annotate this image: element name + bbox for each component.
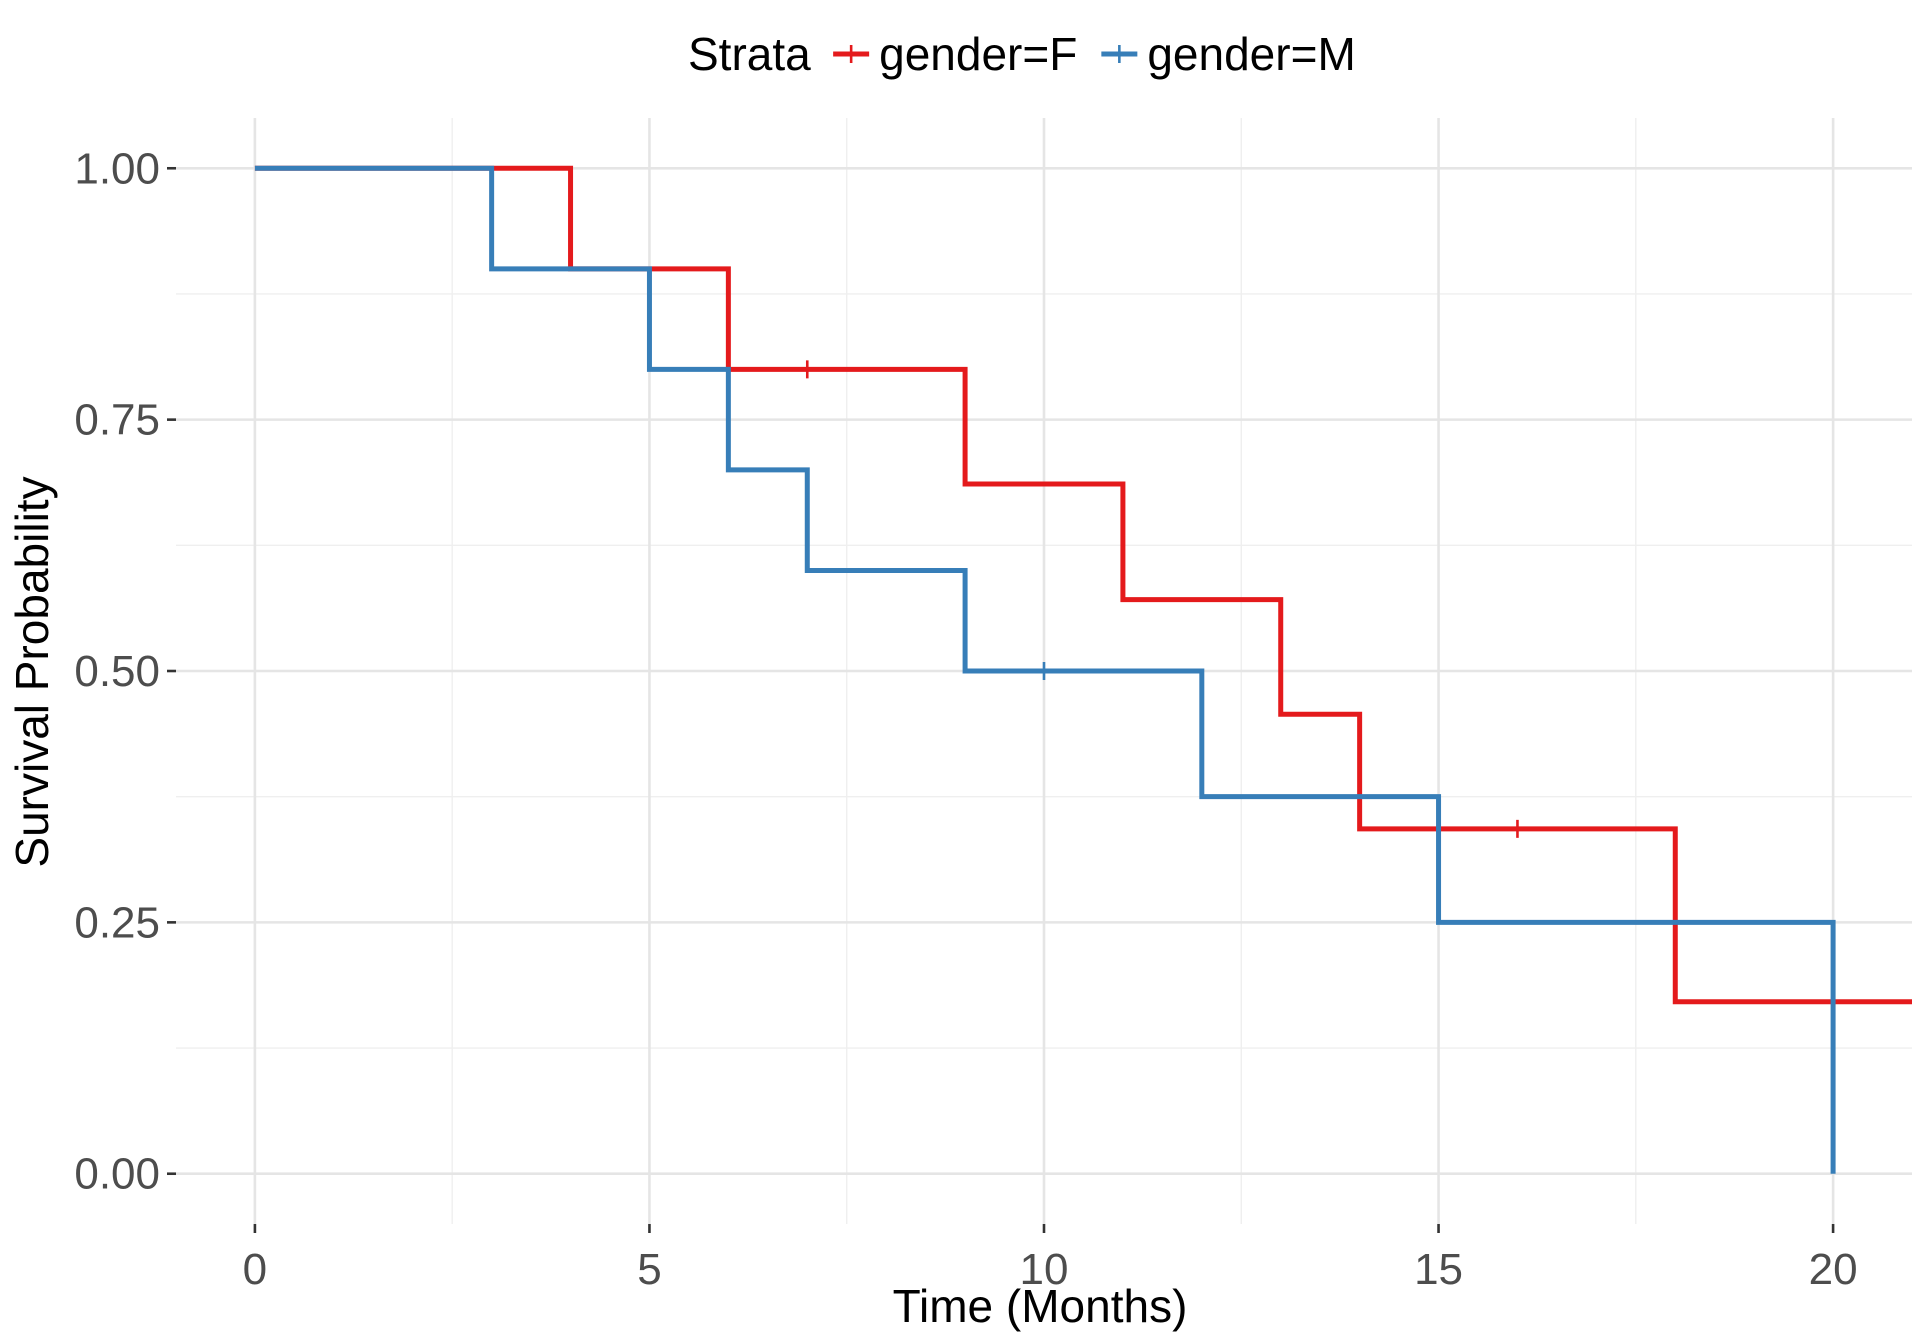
x-axis-title: Time (Months) [893, 1280, 1188, 1332]
major-gridlines [176, 118, 1912, 1224]
censor-marks [798, 360, 1527, 838]
censor-mark-gender=F [798, 360, 817, 379]
x-tick-label: 5 [637, 1245, 661, 1294]
censor-mark-gender=M [1035, 662, 1053, 680]
legend-label: gender=F [879, 28, 1077, 80]
x-axis: 0 5 10 15 20 [243, 1224, 1858, 1294]
y-tick-label: 0.50 [74, 647, 160, 696]
x-tick-label: 15 [1414, 1245, 1463, 1294]
series-line-gender=M [254, 165, 1836, 1174]
x-tick-label: 10 [1020, 1245, 1069, 1294]
y-tick-label: 0.25 [74, 898, 160, 947]
y-axis-title: Survival Probability [6, 476, 58, 867]
x-tick-label: 20 [1809, 1245, 1858, 1294]
legend-item-gender=M: gender=M [1101, 28, 1356, 80]
y-tick-label: 1.00 [74, 144, 160, 193]
x-tick-label: 0 [243, 1245, 267, 1294]
legend-label: gender=M [1147, 28, 1355, 80]
legend-title: Strata [688, 28, 811, 80]
y-axis: 0.00 0.25 0.50 0.75 1.00 [74, 144, 176, 1199]
y-tick-label: 0.00 [74, 1150, 160, 1199]
legend: Strata gender=F gender=M [688, 28, 1356, 80]
y-tick-label: 0.75 [74, 396, 160, 445]
legend-item-gender=F: gender=F [833, 28, 1077, 80]
censor-mark-gender=F [1508, 819, 1527, 838]
